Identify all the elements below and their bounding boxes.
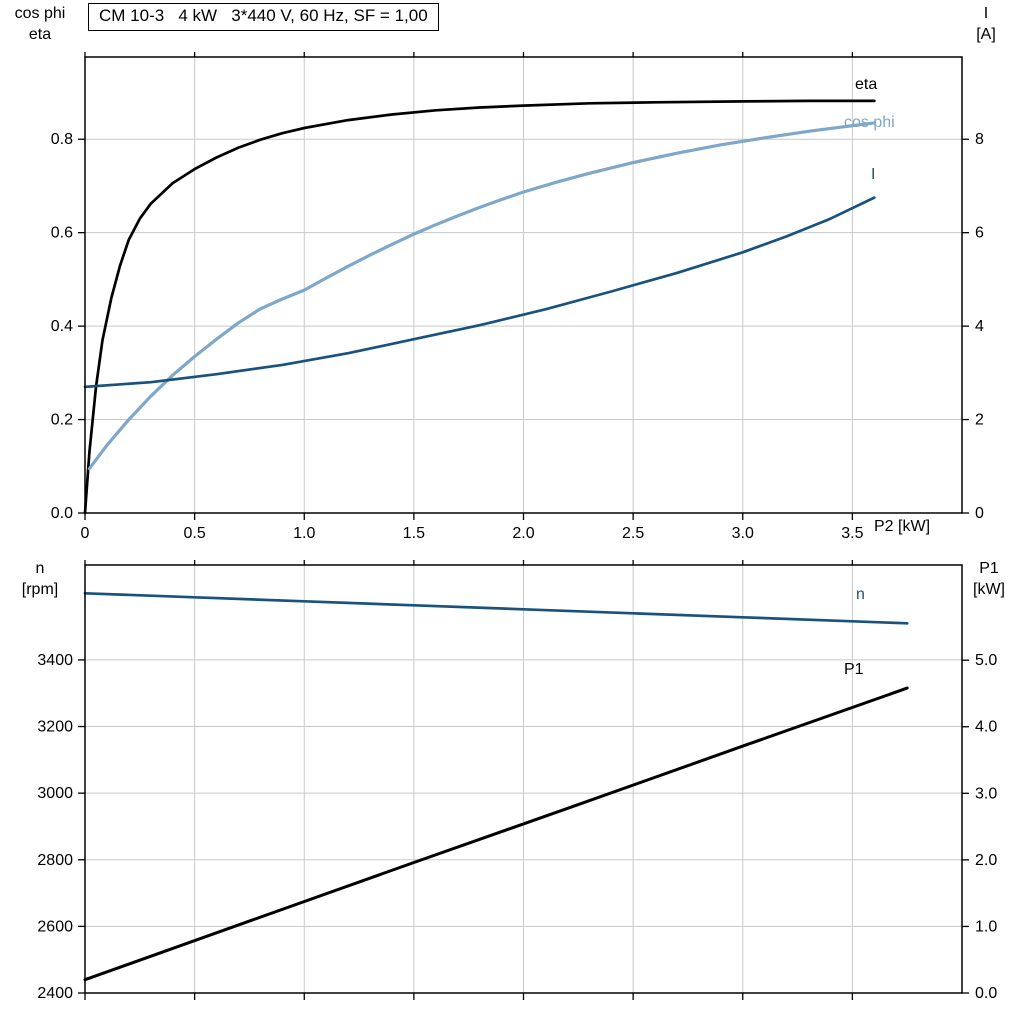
curve-label-eta: eta [855, 76, 878, 93]
top-left-axis-title: cos phi eta [4, 3, 76, 45]
right-tick-label: 2 [975, 412, 984, 429]
left-tick-label: 3400 [37, 652, 73, 669]
x-tick-label: 3.5 [841, 525, 863, 542]
curve-eta [83, 99, 876, 515]
x-tick-label: 0.5 [184, 525, 206, 542]
x-axis-label: P2 [kW] [874, 518, 931, 535]
curve-label-speed: n [856, 586, 865, 603]
x-tick-label: 1.0 [293, 525, 315, 542]
bottom-right-axis-title: P1 [kW] [960, 558, 1018, 600]
curve-cos-phi [87, 121, 876, 471]
curve-P1 [83, 686, 909, 982]
bottom-left-axis-title: n [rpm] [6, 558, 74, 600]
axis-title-rpm-unit: [rpm] [21, 581, 59, 598]
left-tick-label: 0.4 [51, 318, 73, 335]
x-tick-label: 2.0 [512, 525, 534, 542]
left-tick-label: 0.0 [51, 505, 73, 522]
axis-title-current: I [983, 5, 989, 22]
left-tick-label: 2800 [37, 852, 73, 869]
right-tick-label: 0 [975, 505, 984, 522]
axis-title-amps-unit: [A] [976, 26, 996, 43]
right-tick-label: 1.0 [975, 918, 997, 935]
curve-I [83, 196, 876, 389]
curve-n [83, 591, 909, 625]
left-tick-label: 3000 [37, 785, 73, 802]
axis-title-p1: P1 [979, 560, 999, 577]
right-tick-label: 0.0 [975, 985, 997, 1002]
axis-title-eta: eta [28, 26, 52, 43]
axis-title-cos-phi: cos phi [14, 5, 66, 22]
curve-label-p1: P1 [844, 661, 864, 678]
axis-title-kw-unit: [kW] [973, 581, 1005, 598]
right-tick-label: 2.0 [975, 852, 997, 869]
curve-label-cos-phi: cos phi [844, 114, 895, 131]
right-tick-label: 4.0 [975, 719, 997, 736]
right-tick-label: 5.0 [975, 652, 997, 669]
chart-title: CM 10-3 4 kW 3*440 V, 60 Hz, SF = 1,00 [88, 3, 439, 31]
x-tick-label: 2.5 [622, 525, 644, 542]
x-tick-label: 0 [81, 525, 90, 542]
right-tick-label: 4 [975, 318, 984, 335]
left-tick-label: 2600 [37, 918, 73, 935]
top-right-axis-title: I [A] [962, 3, 1010, 45]
curve-label-current: I [871, 166, 876, 183]
right-tick-label: 3.0 [975, 785, 997, 802]
x-tick-label: 1.5 [403, 525, 425, 542]
left-tick-label: 3200 [37, 719, 73, 736]
right-tick-label: 8 [975, 131, 984, 148]
left-tick-label: 2400 [37, 985, 73, 1002]
axis-title-speed: n [35, 560, 45, 577]
x-tick-label: 3.0 [732, 525, 754, 542]
right-tick-label: 6 [975, 225, 984, 242]
left-tick-label: 0.6 [51, 225, 73, 242]
left-tick-label: 0.8 [51, 131, 73, 148]
left-tick-label: 0.2 [51, 412, 73, 429]
